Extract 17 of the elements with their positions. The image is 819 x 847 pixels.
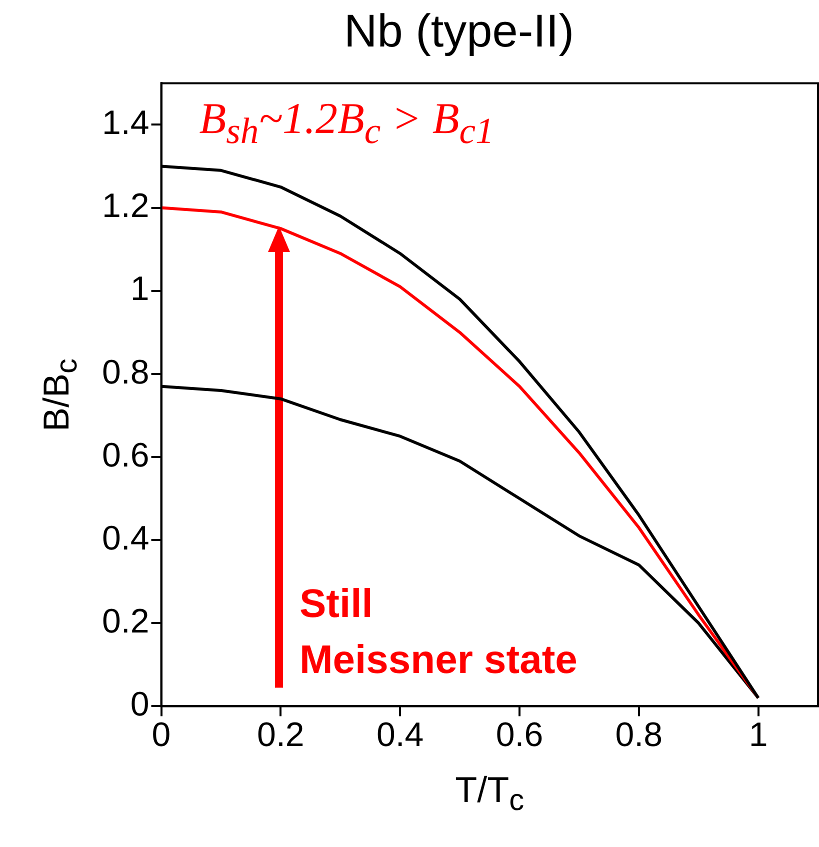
y-tick-label: 1.4 bbox=[102, 104, 150, 142]
annotation: B$_{sh}$~1.2B$_{c}$ > B$_{c1}$ bbox=[199, 93, 494, 152]
annotation: Still Meissner state bbox=[299, 581, 578, 684]
y-tick-label: 0.6 bbox=[102, 436, 150, 474]
y-tick-label: 0.8 bbox=[102, 353, 150, 392]
x-axis-title: T/T$_{c}$ bbox=[454, 769, 526, 818]
x-tick-label: 0.4 bbox=[376, 716, 424, 754]
x-tick-label: 0.2 bbox=[257, 716, 304, 754]
x-tick-label: 0.8 bbox=[615, 716, 663, 754]
y-tick-label: 0.2 bbox=[102, 602, 150, 641]
y-tick-label: 1 bbox=[130, 270, 150, 308]
chart-title: Nb (type-II) bbox=[344, 4, 574, 56]
y-tick-label: 1.2 bbox=[102, 187, 150, 226]
x-tick-label: 0.6 bbox=[496, 716, 544, 754]
y-tick-label: 0 bbox=[130, 686, 150, 724]
x-tick-label: 1 bbox=[748, 716, 768, 754]
y-tick-label: 0.4 bbox=[102, 519, 150, 558]
